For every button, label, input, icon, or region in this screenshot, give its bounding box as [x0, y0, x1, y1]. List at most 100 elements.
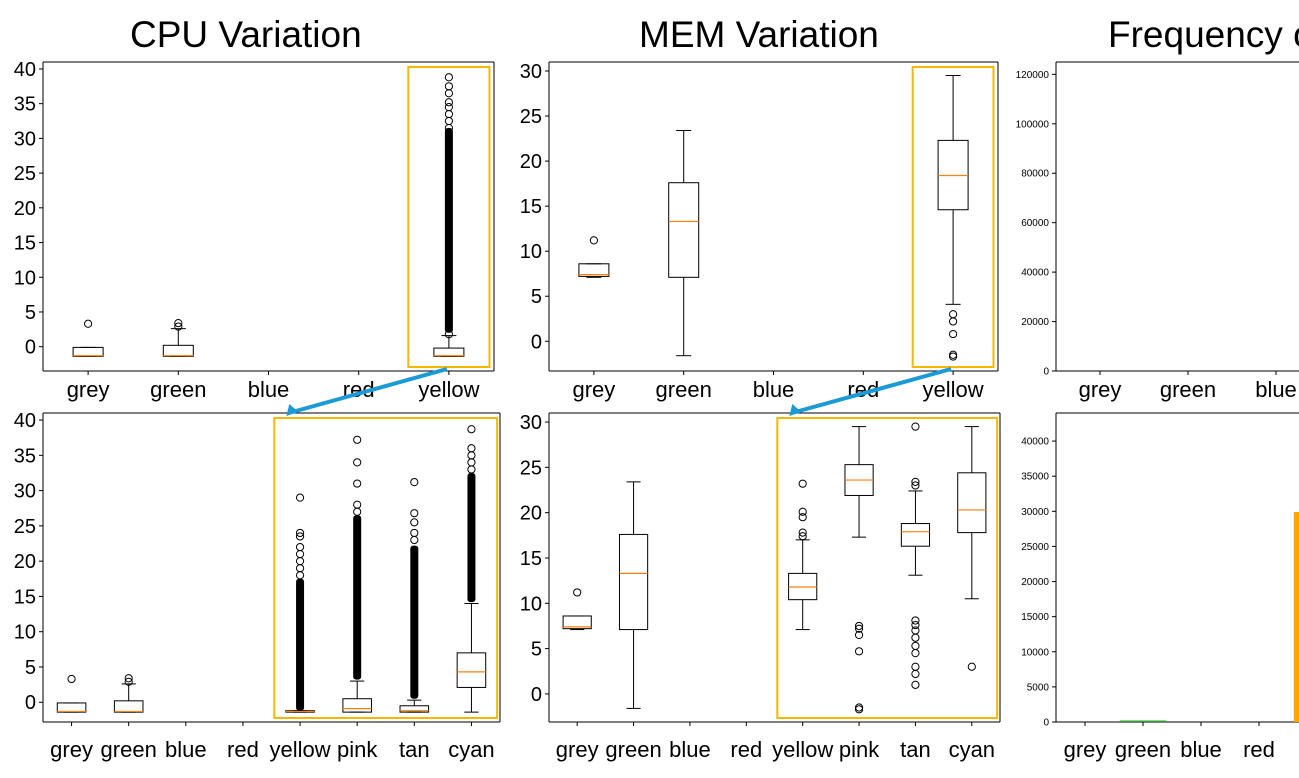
outlier-yellow [949, 310, 958, 319]
y-tick-label: 10 [14, 267, 36, 289]
y-tick-label: 30000 [1021, 507, 1049, 518]
box-grey [56, 702, 87, 713]
y-tick-label: 25 [14, 516, 36, 538]
x-tick-label-yellow: yellow [269, 737, 330, 762]
y-tick-label: 0 [531, 684, 542, 706]
outlier-yellow [949, 352, 958, 361]
y-tick-label: 10 [520, 593, 542, 615]
outlier-yellow [444, 98, 453, 107]
outlier-tan [911, 477, 920, 486]
x-tick-label-pink: pink [337, 737, 378, 762]
y-tick-label: 10 [520, 241, 542, 263]
y-tick-label: 100000 [1016, 119, 1050, 130]
x-tick-label-red: red [227, 737, 259, 762]
x-tick-label-cyan: cyan [949, 737, 995, 762]
outlier-cyan [467, 458, 476, 467]
outlier-grey [84, 319, 93, 328]
x-tick-label-yellow: yellow [923, 377, 984, 402]
outlier-cluster-tan [410, 545, 419, 699]
zoom-arrow-head [789, 404, 802, 416]
outlier-grey [67, 674, 76, 684]
outlier-yellow [798, 532, 807, 541]
y-tick-label: 25000 [1021, 542, 1049, 553]
y-tick-label: 35 [14, 445, 36, 467]
outlier-cluster-yellow [444, 127, 453, 333]
outlier-yellow [949, 350, 958, 359]
x-tick-label-grey: grey [50, 737, 93, 762]
highlight-box [407, 66, 491, 368]
x-tick-label-grey: grey [556, 737, 599, 762]
frequency-chart-title: Frequency o [1108, 14, 1299, 55]
outlier-tan [911, 669, 920, 679]
outlier-yellow [444, 116, 453, 126]
outlier-yellow [295, 564, 305, 573]
outlier-tan [410, 509, 419, 518]
x-tick-label-grey: grey [67, 377, 110, 402]
outlier-yellow [798, 528, 807, 537]
x-tick-label-green: green [1115, 737, 1171, 762]
outlier-cluster-pink [353, 515, 362, 680]
outlier-yellow [295, 528, 305, 538]
x-tick-label-grey: grey [1064, 737, 1107, 762]
y-tick-label: 5 [531, 286, 542, 308]
outlier-tan [911, 680, 920, 689]
x-tick-label-green: green [1160, 377, 1216, 402]
outlier-tan [410, 535, 419, 545]
outlier-pink [353, 479, 362, 488]
outlier-pink [353, 500, 362, 509]
y-tick-label: 80000 [1021, 169, 1049, 180]
y-tick-label: 0 [1043, 718, 1049, 729]
box-green [162, 344, 194, 357]
outlier-grey [589, 236, 599, 245]
y-tick-label: 25 [14, 163, 36, 185]
y-tick-label: 30 [520, 61, 542, 83]
y-tick-label: 5000 [1027, 682, 1050, 693]
y-tick-label: 5 [531, 639, 542, 661]
outlier-yellow [444, 103, 453, 112]
outlier-yellow [295, 532, 305, 541]
y-tick-label: 5 [25, 657, 36, 679]
box-green [618, 533, 649, 631]
outlier-tan [911, 633, 920, 642]
outlier-green [124, 677, 133, 686]
x-tick-label-cyan: cyan [448, 737, 494, 762]
x-tick-label-blue: blue [753, 377, 795, 402]
y-tick-label: 20 [14, 551, 36, 573]
mem-chart-title: MEM Variation [639, 14, 879, 55]
bar-green [1119, 720, 1167, 722]
outlier-yellow [295, 493, 305, 502]
y-tick-label: 0 [531, 331, 542, 353]
outlier-green [124, 674, 133, 683]
x-tick-label-blue: blue [1255, 377, 1297, 402]
outlier-tan [911, 626, 920, 635]
x-tick-label-green: green [101, 737, 157, 762]
outlier-pink [854, 621, 864, 631]
outlier-green [174, 322, 183, 331]
outlier-pink [353, 507, 362, 516]
box-pink [342, 698, 372, 713]
cpu-chart-title: CPU Variation [130, 14, 362, 55]
x-tick-label-yellow: yellow [772, 737, 833, 762]
outlier-pink [854, 705, 864, 714]
y-tick-label: 0 [25, 692, 36, 714]
outlier-yellow [444, 330, 453, 339]
zoom-arrow-head [286, 404, 299, 416]
outlier-yellow [444, 109, 453, 119]
y-tick-label: 10 [14, 622, 36, 644]
outlier-tan [911, 649, 920, 658]
outlier-yellow [295, 542, 305, 552]
outlier-cyan [967, 662, 976, 671]
x-tick-label-blue: blue [1180, 737, 1222, 762]
y-tick-label: 15 [14, 586, 36, 608]
outlier-grey [573, 588, 582, 597]
outlier-tan [911, 616, 920, 625]
outlier-cyan [467, 444, 476, 453]
x-tick-label-grey: grey [573, 377, 616, 402]
outlier-pink [353, 458, 362, 467]
outlier-pink [353, 435, 362, 444]
outlier-cluster-yellow [296, 578, 305, 711]
y-tick-label: 120000 [1016, 70, 1050, 81]
outlier-yellow [444, 89, 453, 98]
outlier-yellow [295, 571, 305, 580]
